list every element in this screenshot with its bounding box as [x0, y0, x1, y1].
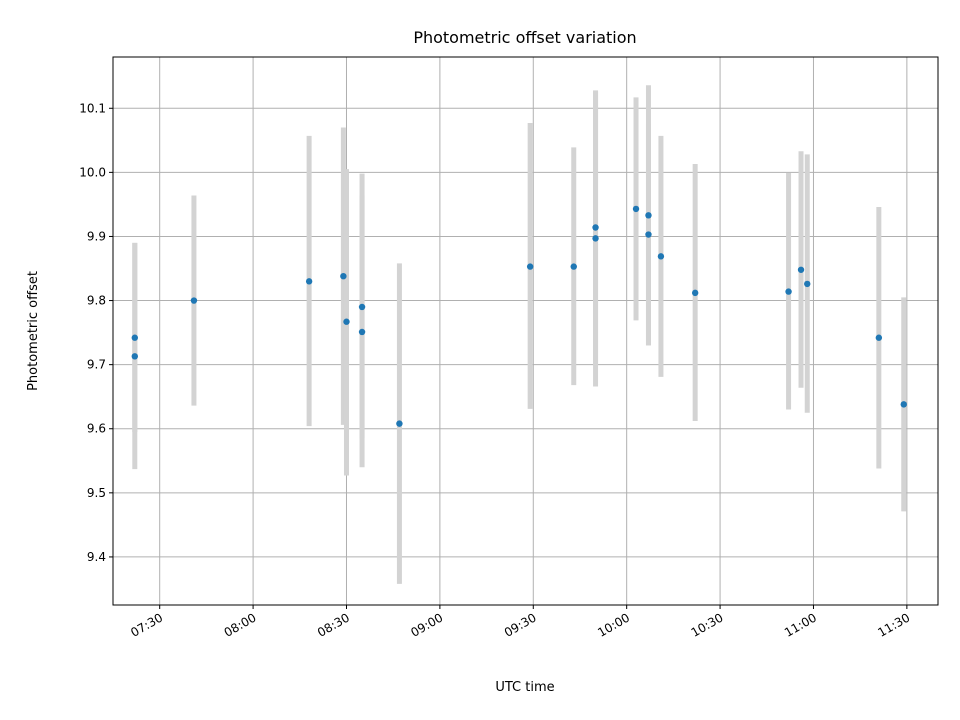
y-tick-label: 9.4 — [87, 550, 106, 564]
y-tick-label: 9.7 — [87, 358, 106, 372]
data-point — [526, 263, 534, 270]
data-point — [340, 273, 347, 280]
data-point — [592, 224, 599, 231]
y-tick-label: 9.6 — [87, 422, 106, 436]
data-point — [592, 235, 599, 242]
data-point — [570, 263, 577, 270]
data-point — [358, 303, 366, 311]
x-axis-label: UTC time — [495, 680, 554, 695]
data-point — [900, 401, 907, 408]
data-point — [190, 297, 198, 304]
data-point — [358, 328, 366, 336]
data-point — [396, 420, 403, 427]
data-point — [131, 334, 138, 341]
data-point — [131, 353, 138, 360]
data-point — [797, 266, 805, 273]
data-point — [785, 288, 792, 295]
y-tick-label: 9.5 — [87, 486, 106, 500]
chart-title: Photometric offset variation — [413, 28, 636, 47]
data-point — [804, 280, 811, 288]
data-point — [632, 205, 640, 213]
data-point — [305, 278, 313, 285]
data-point — [343, 318, 350, 325]
data-point — [691, 289, 699, 297]
grid — [113, 57, 938, 605]
data-point — [645, 231, 652, 238]
y-tick-label: 10.0 — [79, 165, 106, 179]
plot-frame — [112, 56, 939, 606]
data-point — [645, 212, 652, 219]
y-tick-label: 10.1 — [79, 101, 106, 115]
data-points — [131, 205, 907, 427]
data-point — [875, 334, 883, 341]
y-tick-label: 9.9 — [87, 229, 106, 243]
y-axis-ticks: 9.4 9.5 9.6 9.7 9.8 9.9 10.0 10.1 — [79, 101, 113, 564]
y-axis-label: Photometric offset — [26, 271, 41, 391]
data-point — [657, 253, 665, 260]
y-tick-label: 9.8 — [87, 294, 106, 308]
